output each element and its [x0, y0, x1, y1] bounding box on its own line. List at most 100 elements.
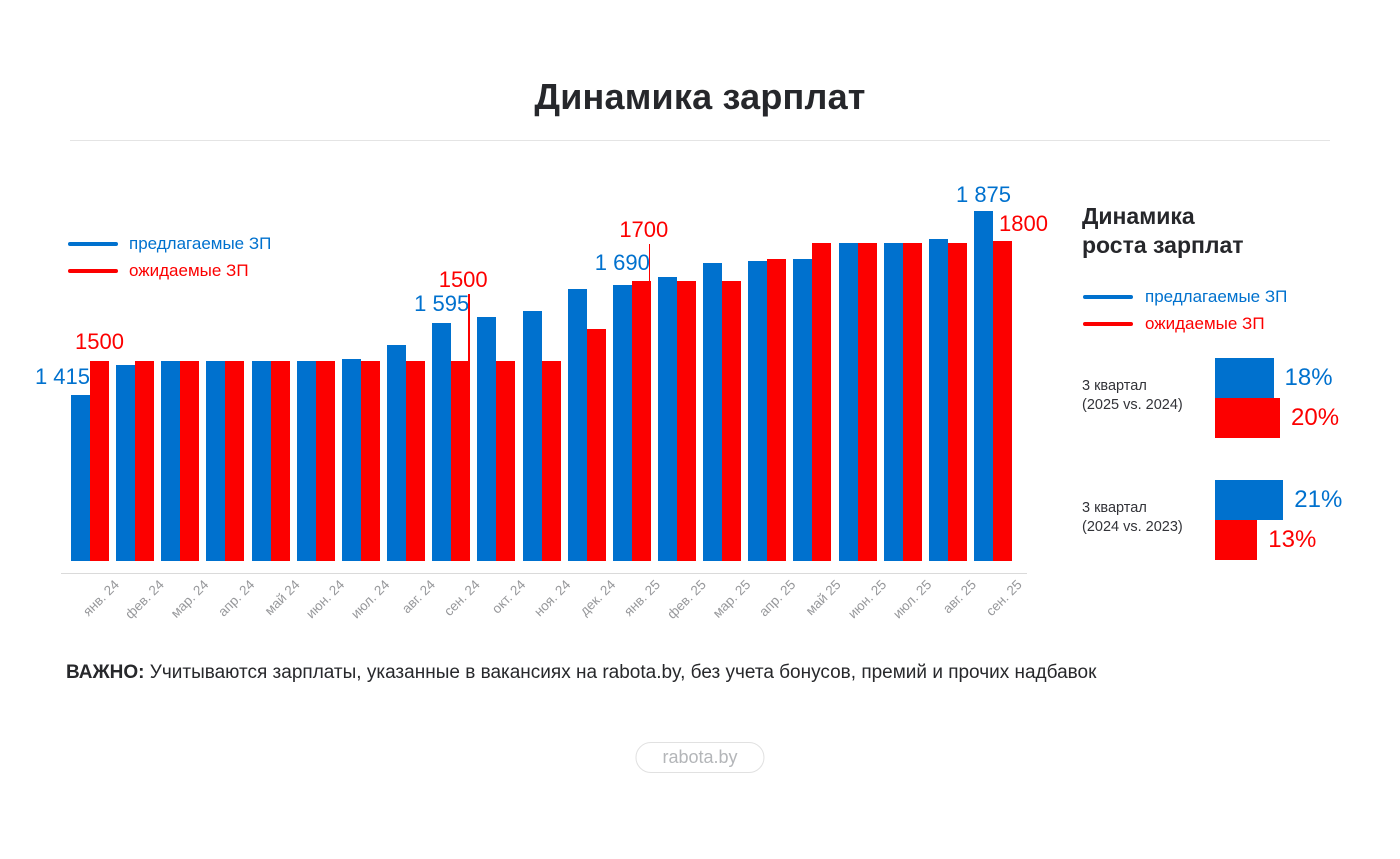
growth-value-offered: 18% — [1284, 364, 1333, 391]
growth-group-label: 3 квартал (2024 vs. 2023) — [1082, 499, 1183, 537]
bar-expected-3 — [180, 361, 200, 561]
bar-expected-14 — [676, 281, 696, 561]
month-label-18: июн. 25 — [844, 577, 890, 622]
x-axis-line — [61, 573, 1027, 574]
offered-line-icon — [68, 242, 118, 246]
callout-line-expected-9 — [468, 294, 470, 361]
month-label-3: мар. 24 — [168, 577, 212, 621]
growth-bar-expected — [1215, 398, 1280, 438]
month-label-15: мар. 25 — [709, 577, 754, 621]
bar-offered-2 — [116, 365, 136, 561]
bar-expected-9 — [451, 361, 471, 561]
growth-value-expected: 13% — [1268, 526, 1317, 553]
bar-offered-11 — [522, 311, 542, 561]
bar-offered-6 — [296, 361, 316, 561]
bar-offered-4 — [206, 361, 226, 561]
bar-offered-15 — [703, 263, 723, 561]
growth-legend-label-expected: ожидаемые ЗП — [1145, 314, 1265, 333]
growth-bar-expected — [1215, 520, 1258, 560]
bar-offered-13 — [612, 285, 632, 561]
value-label-expected-21: 1800 — [999, 211, 1048, 236]
expected-line-icon — [1083, 322, 1133, 326]
value-label-offered-9: 1 595 — [414, 291, 470, 316]
main-legend: предлагаемые ЗП ожидаемые ЗП — [68, 234, 271, 288]
bar-offered-5 — [251, 361, 271, 561]
bar-expected-7 — [360, 361, 380, 561]
growth-group-label-line2: (2024 vs. 2023) — [1082, 519, 1183, 535]
legend-label-expected: ожидаемые ЗП — [129, 261, 249, 280]
month-label-13: янв. 25 — [621, 577, 664, 620]
bar-offered-14 — [657, 277, 677, 561]
growth-group-2025-vs-2024: 3 квартал (2025 vs. 2024) 18% 20% — [1082, 358, 1400, 440]
expected-line-icon — [68, 269, 118, 273]
brand-badge: rabota.by — [635, 742, 765, 773]
footnote-bold: ВАЖНО: — [66, 662, 145, 683]
value-label-offered-13: 1 690 — [594, 250, 650, 275]
bar-expected-20 — [947, 243, 967, 561]
bar-offered-3 — [161, 361, 181, 561]
bar-expected-1 — [90, 361, 109, 561]
month-label-14: фев. 25 — [663, 577, 709, 622]
page-title: Динамика зарплат — [534, 76, 866, 117]
growth-group-label-line1: 3 квартал — [1082, 500, 1147, 516]
month-label-19: июл. 25 — [889, 577, 935, 622]
value-label-offered-21: 1 875 — [955, 182, 1012, 207]
bar-offered-8 — [387, 345, 407, 561]
bar-offered-16 — [748, 261, 768, 561]
bar-offered-20 — [928, 239, 948, 561]
growth-legend-item-expected: ожидаемые ЗП — [1083, 314, 1287, 334]
month-label-4: апр. 24 — [214, 577, 258, 620]
brand-badge-label: rabota.by — [662, 747, 738, 767]
month-label-21: сен. 25 — [982, 577, 1025, 619]
value-label-offered-1: 1 415 — [34, 364, 90, 389]
bar-expected-6 — [315, 361, 335, 561]
month-label-20: авг. 25 — [940, 577, 980, 617]
month-label-8: авг. 24 — [398, 577, 438, 617]
bar-expected-10 — [496, 361, 516, 561]
bar-expected-13 — [631, 281, 651, 561]
month-label-1: янв. 24 — [79, 577, 122, 620]
bar-expected-15 — [722, 281, 742, 561]
month-label-10: окт. 24 — [488, 577, 528, 617]
bar-expected-21 — [993, 241, 1012, 561]
month-label-17: май 25 — [802, 577, 845, 619]
month-label-12: дек. 24 — [576, 577, 619, 619]
bar-offered-7 — [341, 359, 361, 561]
bar-expected-12 — [586, 329, 606, 561]
legend-label-offered: предлагаемые ЗП — [129, 234, 272, 253]
bar-expected-18 — [857, 243, 877, 561]
month-label-9: сен. 24 — [440, 577, 483, 619]
bar-expected-11 — [541, 361, 561, 561]
offered-line-icon — [1083, 295, 1133, 299]
growth-group-label-line1: 3 квартал — [1082, 378, 1147, 394]
bar-offered-10 — [477, 317, 497, 561]
title-divider — [70, 140, 1330, 141]
growth-value-expected: 20% — [1291, 404, 1340, 431]
month-label-7: июл. 24 — [348, 577, 393, 622]
month-label-11: ноя. 24 — [530, 577, 574, 620]
growth-panel-title-line2: роста зарплат — [1082, 232, 1244, 258]
bar-offered-12 — [567, 289, 587, 561]
bar-offered-1 — [71, 395, 90, 561]
growth-bar-offered — [1215, 480, 1284, 520]
bar-offered-17 — [793, 259, 813, 561]
bar-expected-16 — [767, 259, 787, 561]
growth-value-offered: 21% — [1294, 486, 1343, 513]
month-label-6: июн. 24 — [303, 577, 348, 622]
growth-panel-title-line1: Динамика — [1082, 203, 1195, 229]
growth-bar-offered — [1215, 358, 1274, 398]
value-label-expected-13: 1700 — [619, 217, 669, 242]
bar-offered-19 — [883, 243, 903, 561]
growth-legend-label-offered: предлагаемые ЗП — [1145, 287, 1288, 306]
footnote-text: Учитываются зарплаты, указанные в ваканс… — [144, 662, 1097, 683]
growth-group-2024-vs-2023: 3 квартал (2024 vs. 2023) 21% 13% — [1082, 480, 1400, 562]
callout-line-expected-13 — [648, 244, 651, 281]
bar-offered-21 — [974, 211, 993, 561]
bar-expected-8 — [406, 361, 426, 561]
salary-chart: янв. 24 фев. 24 мар. 24 апр. 24 май 24 июн. 2… — [35, 180, 1048, 622]
month-label-2: фев. 24 — [121, 577, 167, 622]
growth-legend-item-offered: предлагаемые ЗП — [1083, 287, 1287, 307]
legend-item-expected: ожидаемые ЗП — [68, 261, 271, 281]
bar-offered-18 — [838, 243, 858, 561]
